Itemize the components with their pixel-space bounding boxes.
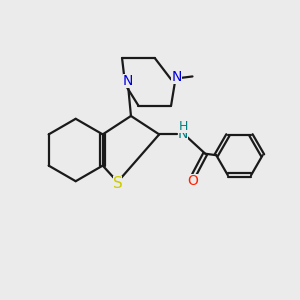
- Text: N: N: [178, 128, 188, 141]
- Text: N: N: [123, 74, 133, 88]
- Text: N: N: [171, 70, 182, 84]
- Text: O: O: [187, 174, 198, 188]
- Text: H: H: [178, 120, 188, 133]
- Text: S: S: [113, 176, 122, 191]
